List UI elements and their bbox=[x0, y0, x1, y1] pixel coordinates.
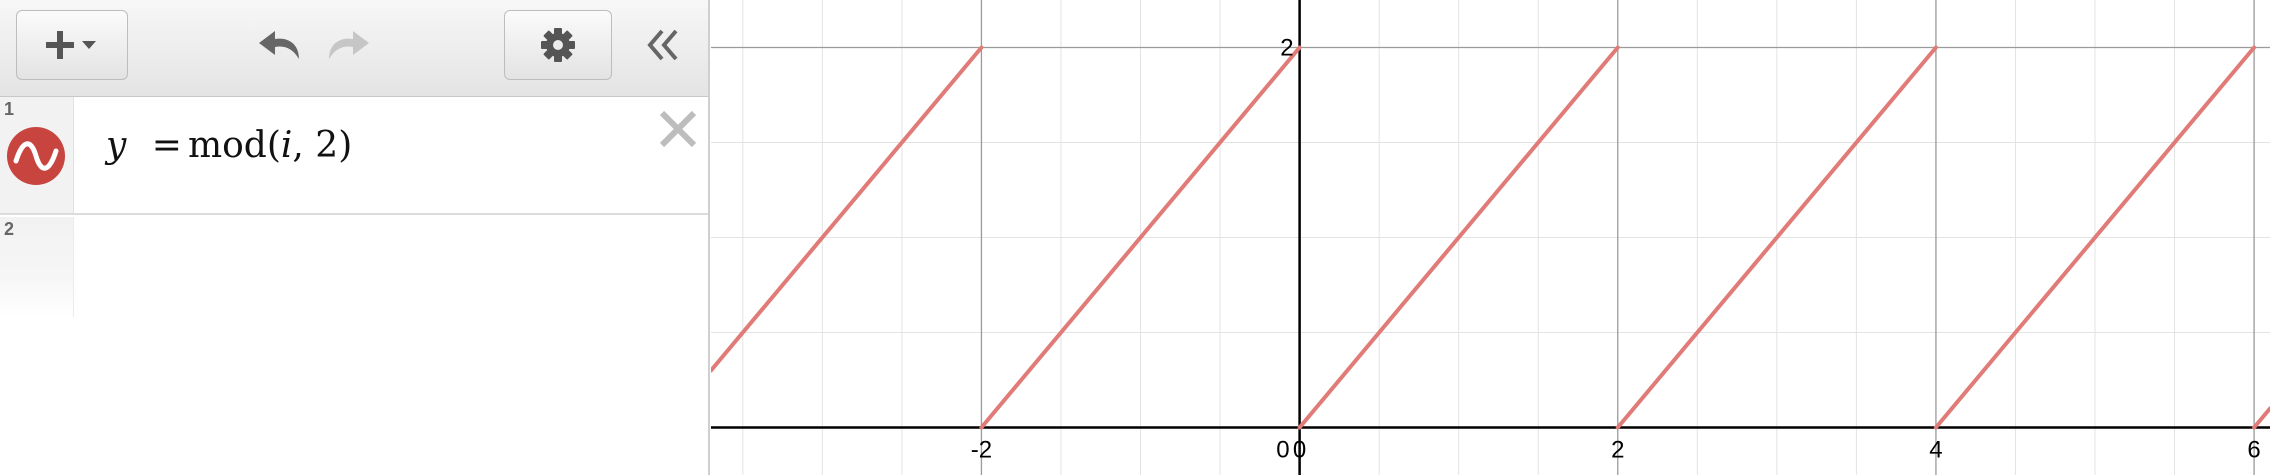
add-item-button[interactable] bbox=[16, 10, 128, 80]
series-segment bbox=[1933, 45, 2257, 430]
wave-icon[interactable] bbox=[7, 127, 65, 185]
expression-function: mod bbox=[187, 125, 267, 166]
open-paren: ( bbox=[266, 125, 281, 166]
double-chevron-left-icon bbox=[647, 29, 678, 61]
graph-canvas[interactable]: -2 0 2 4 6 2 0 bbox=[711, 0, 2270, 475]
series-segment bbox=[979, 45, 1302, 430]
x-tick-label: -2 bbox=[971, 437, 992, 464]
expression-gutter: 1 bbox=[0, 97, 74, 213]
plus-dropdown-icon bbox=[46, 31, 96, 59]
origin-label: 0 bbox=[1276, 437, 1289, 464]
x-tick-label: 4 bbox=[1929, 437, 1942, 464]
x-tick-label: 6 bbox=[2247, 437, 2260, 464]
undo-button[interactable] bbox=[250, 10, 310, 80]
axes bbox=[711, 0, 2270, 475]
major-grid bbox=[711, 0, 2270, 475]
expression-equals: = bbox=[151, 125, 182, 166]
redo-icon bbox=[329, 31, 369, 59]
expression-input[interactable]: y = mod(i, 2) bbox=[106, 125, 352, 166]
series-segment bbox=[711, 45, 984, 373]
comma: , bbox=[292, 125, 316, 166]
gear-icon bbox=[541, 28, 575, 62]
toolbar bbox=[0, 0, 708, 97]
tick-labels: -2 0 2 4 6 2 0 bbox=[971, 35, 2261, 464]
expression-panel: 1 y = mod(i, 2) 2 bbox=[0, 0, 710, 475]
undo-icon bbox=[259, 31, 299, 59]
collapse-panel-button[interactable] bbox=[632, 10, 692, 80]
expression-row-empty[interactable]: 2 bbox=[0, 217, 708, 317]
expression-index: 2 bbox=[4, 219, 15, 239]
delete-expression-button[interactable] bbox=[656, 107, 700, 151]
series-segment bbox=[1297, 45, 1620, 430]
series-segment bbox=[1615, 45, 1938, 430]
expression-row[interactable]: 1 y = mod(i, 2) bbox=[0, 97, 708, 215]
expression-index: 1 bbox=[4, 99, 15, 119]
redo-button[interactable] bbox=[318, 10, 378, 80]
series-layer bbox=[711, 45, 2270, 430]
series-segment bbox=[2252, 406, 2270, 430]
expression-argument: 2 bbox=[315, 125, 339, 166]
x-tick-label: 2 bbox=[1611, 437, 1624, 464]
expression-variable: i bbox=[280, 125, 293, 166]
close-icon bbox=[659, 110, 697, 148]
minor-grid bbox=[711, 0, 2270, 475]
close-paren: ) bbox=[338, 125, 353, 166]
x-tick-label: 0 bbox=[1293, 437, 1306, 464]
expression-gutter: 2 bbox=[0, 217, 74, 317]
y-tick-label: 2 bbox=[1280, 35, 1293, 62]
expression-lhs: y bbox=[106, 125, 127, 166]
settings-button[interactable] bbox=[504, 10, 612, 80]
